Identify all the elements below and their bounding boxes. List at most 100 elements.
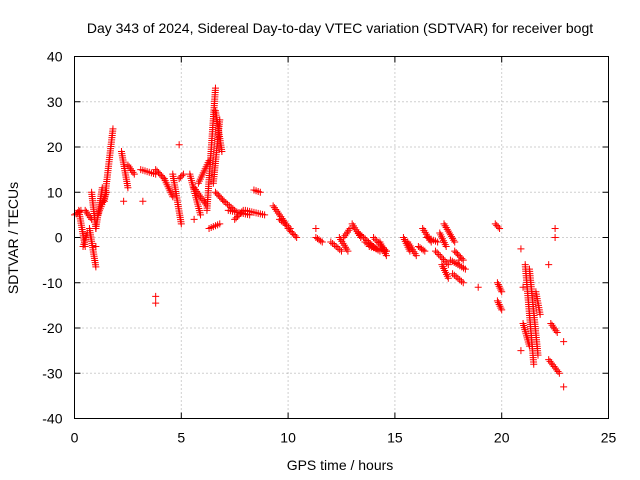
data-point — [455, 256, 463, 264]
data-point — [317, 237, 325, 245]
data-point — [198, 195, 206, 203]
data-point — [179, 170, 187, 178]
data-point — [340, 234, 348, 241]
data-point — [214, 191, 222, 199]
data-point — [197, 193, 205, 201]
data-point — [152, 292, 160, 300]
data-point — [449, 234, 457, 242]
data-point — [444, 227, 452, 235]
data-point — [525, 342, 533, 350]
data-point — [336, 246, 344, 254]
data-point — [344, 247, 352, 255]
data-point — [382, 252, 390, 260]
data-point — [290, 230, 298, 238]
y-tick-label: 20 — [47, 139, 63, 155]
data-point — [495, 300, 503, 308]
data-point — [279, 218, 287, 226]
data-point — [225, 202, 233, 210]
data-point — [341, 232, 349, 240]
y-tick-label: -10 — [42, 275, 62, 291]
data-point — [234, 212, 242, 220]
tick-labels: 0 5 10 15 20 25 -40 -30 -20 -10 0 10 20 30 40 — [42, 49, 616, 446]
data-point — [360, 234, 368, 241]
data-point — [461, 265, 469, 273]
data-point — [456, 276, 464, 284]
data-point — [342, 230, 350, 238]
data-point — [373, 237, 381, 245]
data-point — [536, 310, 544, 318]
y-tick-label: 10 — [47, 184, 63, 200]
data-point — [217, 194, 225, 202]
data-point — [545, 261, 553, 269]
x-axis-label: GPS time / hours — [287, 457, 394, 473]
data-point — [355, 229, 363, 237]
data-point — [238, 208, 246, 216]
data-point — [456, 253, 464, 261]
data-point — [330, 241, 338, 249]
data-point — [338, 247, 345, 255]
data-point — [273, 207, 281, 215]
x-tick-label: 25 — [601, 430, 617, 446]
data-point — [457, 277, 465, 285]
data-point — [211, 84, 219, 92]
data-point — [276, 215, 284, 223]
grid — [74, 56, 609, 419]
data-point — [193, 187, 201, 195]
data-point — [222, 199, 230, 207]
data-point — [281, 220, 289, 228]
data-point — [270, 204, 278, 212]
data-point — [474, 283, 482, 291]
data-point — [211, 188, 219, 196]
y-tick-label: -30 — [42, 365, 62, 381]
data-point — [494, 281, 502, 289]
y-axis-label: SDTVAR / TECUs — [5, 182, 21, 294]
data-point — [120, 197, 128, 205]
data-point — [358, 232, 366, 240]
data-point — [156, 170, 164, 178]
data-point — [130, 170, 138, 178]
data-point — [190, 184, 198, 192]
data-point — [231, 215, 239, 223]
data-point — [286, 226, 294, 234]
data-point — [288, 229, 296, 237]
x-tick-label: 0 — [71, 430, 79, 446]
data-point — [159, 173, 167, 181]
data-point — [109, 125, 117, 133]
data-point — [195, 191, 203, 199]
data-point — [272, 205, 280, 213]
data-point — [356, 230, 364, 238]
data-point — [345, 226, 353, 234]
data-point — [220, 197, 228, 205]
data-point — [452, 249, 460, 257]
data-point — [444, 261, 452, 269]
data-point — [332, 243, 340, 251]
data-point — [277, 217, 285, 225]
data-point — [274, 209, 282, 217]
data-point — [517, 245, 525, 253]
data-point — [548, 321, 556, 329]
data-point — [291, 232, 299, 240]
data-point — [419, 246, 427, 254]
data-point — [153, 167, 161, 175]
data-point — [169, 193, 177, 201]
data-point — [412, 252, 420, 260]
data-point — [519, 283, 527, 291]
data-point — [442, 224, 450, 232]
data-point — [530, 360, 538, 368]
data-point — [450, 271, 458, 279]
x-tick-label: 15 — [387, 430, 403, 446]
data-point — [450, 236, 458, 244]
data-point — [534, 351, 542, 359]
data-point — [216, 193, 224, 201]
data-point — [334, 244, 342, 252]
data-point — [555, 369, 563, 377]
data-point — [194, 189, 202, 197]
data-point — [124, 184, 132, 192]
x-tick-label: 10 — [280, 430, 296, 446]
data-point — [152, 166, 160, 174]
data-point — [218, 148, 226, 156]
data-point — [82, 208, 90, 216]
data-point — [493, 279, 501, 287]
data-point — [329, 240, 337, 248]
data-point — [445, 229, 453, 237]
